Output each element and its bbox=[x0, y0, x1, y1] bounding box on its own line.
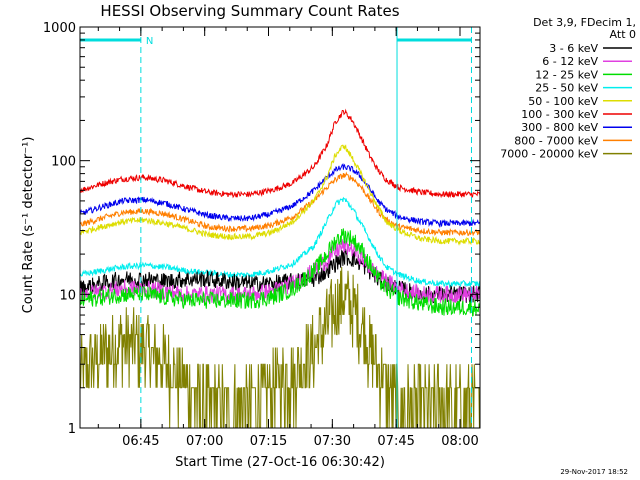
legend-label: 100 - 300 keV bbox=[521, 108, 598, 121]
legend-header-line-2: Att 0 bbox=[610, 28, 636, 41]
x-tick-label: 08:00 bbox=[441, 434, 478, 449]
axes: 1 10 100 1000 06:45 07:00 07:15 07:30 07:45 08:00 bbox=[43, 21, 481, 449]
plot-frame bbox=[79, 26, 481, 429]
series-line-300-800-keV bbox=[79, 163, 481, 228]
generation-timestamp: 29-Nov-2017 18:52 bbox=[560, 468, 628, 476]
series-layer bbox=[79, 108, 481, 429]
y-axis-label: Count Rate (s⁻¹ detector⁻¹) bbox=[21, 137, 36, 314]
x-tick-label: 07:15 bbox=[250, 434, 287, 449]
x-tick-label: 07:00 bbox=[186, 434, 223, 449]
legend-label: 800 - 7000 keV bbox=[514, 134, 598, 147]
legend-label: 12 - 25 keV bbox=[535, 68, 598, 81]
series-line-100-300-keV bbox=[79, 108, 481, 199]
y-tick-label: 1000 bbox=[43, 21, 76, 36]
annotation-layer: N bbox=[80, 27, 472, 428]
series-line-50-100-keV bbox=[79, 144, 481, 247]
legend-label: 25 - 50 keV bbox=[535, 82, 598, 95]
chart-title: HESSI Observing Summary Count Rates bbox=[100, 2, 399, 20]
x-tick-label: 06:45 bbox=[122, 434, 159, 449]
series-line-25-50-keV bbox=[79, 196, 481, 289]
series-line-12-25-keV bbox=[79, 228, 481, 317]
x-axis-label: Start Time (27-Oct-16 06:30:42) bbox=[175, 455, 385, 470]
y-tick-label: 10 bbox=[59, 288, 76, 303]
bar-label: N bbox=[146, 36, 153, 47]
x-tick-label: 07:45 bbox=[377, 434, 414, 449]
legend-label: 300 - 800 keV bbox=[521, 121, 598, 134]
legend-header-line-1: Det 3,9, FDecim 1, bbox=[533, 16, 636, 29]
y-tick-label: 1 bbox=[68, 422, 76, 437]
x-tick-label: 07:30 bbox=[314, 434, 351, 449]
series-line-800-7000-keV bbox=[79, 171, 481, 237]
y-tick-label: 100 bbox=[51, 155, 76, 170]
legend-label: 7000 - 20000 keV bbox=[500, 148, 598, 161]
legend-label: 3 - 6 keV bbox=[549, 42, 598, 55]
legend-label: 50 - 100 keV bbox=[528, 95, 598, 108]
legend-label: 6 - 12 keV bbox=[542, 55, 598, 68]
